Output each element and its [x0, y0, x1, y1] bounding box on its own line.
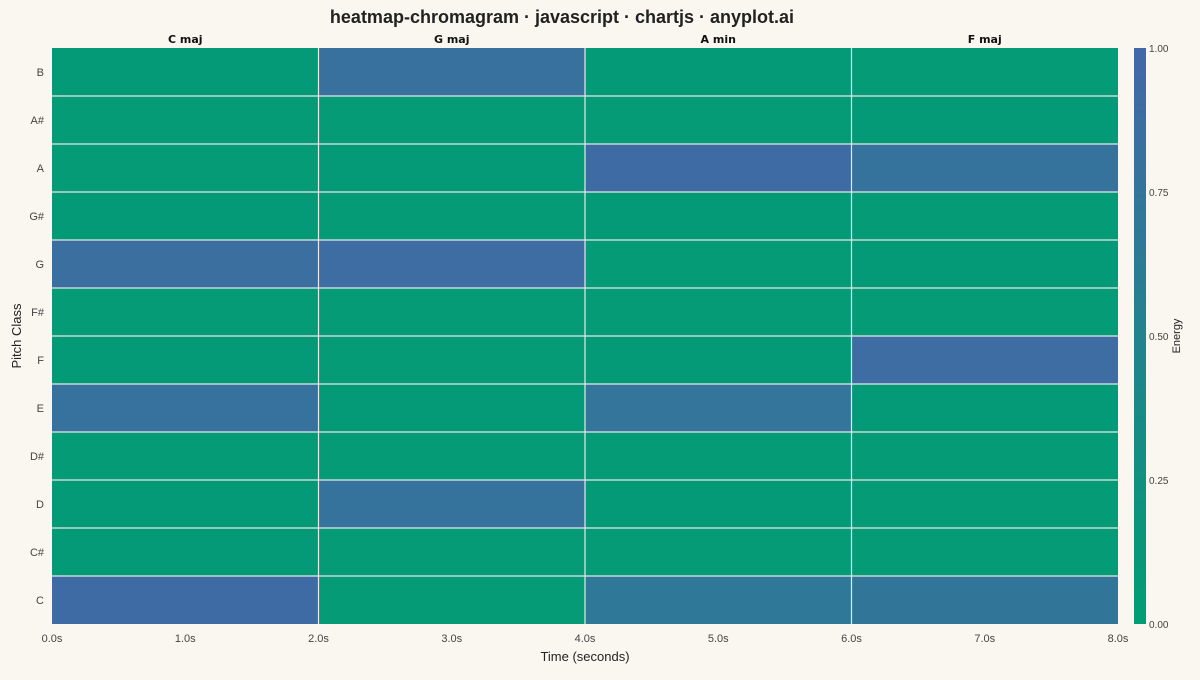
y-tick-label: D#	[30, 451, 45, 463]
x-tick-label: 6.0s	[841, 633, 862, 645]
y-tick-label: B	[37, 67, 44, 79]
y-tick-label: C#	[30, 547, 45, 559]
heatmap-cell-c-maj-c	[52, 576, 319, 624]
heatmap-cell-a-min-csharp	[585, 528, 852, 576]
heatmap-cell-f-maj-f	[851, 336, 1118, 384]
chart-title: heatmap-chromagram · javascript · chartj…	[330, 7, 794, 27]
heatmap-cell-c-maj-g	[52, 240, 319, 288]
colorbar-tick-label: 1.00	[1149, 44, 1169, 55]
x-axis-label: Time (seconds)	[540, 649, 629, 664]
x-tick-label: 5.0s	[708, 633, 729, 645]
colorbar-ticks: 0.00 0.25 0.50 0.75 1.00	[1149, 44, 1169, 631]
heatmap-cell-g-maj-d	[318, 480, 585, 528]
x-tick-label: 8.0s	[1108, 633, 1129, 645]
heatmap-cell-a-min-f	[585, 336, 852, 384]
heatmap-cell-c-maj-dsharp	[52, 432, 319, 480]
y-axis-ticks: C C# D D# E F F# G G# A A# B	[29, 67, 45, 607]
heatmap-cell-a-min-fsharp	[585, 288, 852, 336]
heatmap-cell-a-min-dsharp	[585, 432, 852, 480]
x-tick-label: 4.0s	[575, 633, 596, 645]
chord-label: A min	[701, 33, 736, 46]
heatmap-cell-f-maj-fsharp	[851, 288, 1118, 336]
y-tick-label: F#	[31, 307, 45, 319]
heatmap-cell-a-min-e	[585, 384, 852, 432]
x-tick-label: 2.0s	[308, 633, 329, 645]
heatmap-cell-f-maj-a	[851, 144, 1118, 192]
heatmap-cell-g-maj-csharp	[318, 528, 585, 576]
chord-label: F maj	[968, 33, 1002, 46]
heatmap-cell-g-maj-a	[318, 144, 585, 192]
heatmap-cell-g-maj-asharp	[318, 96, 585, 144]
y-tick-label: G	[35, 259, 44, 271]
heatmap-cell-a-min-g	[585, 240, 852, 288]
heatmap-cell-c-maj-fsharp	[52, 288, 319, 336]
heatmap-cell-a-min-b	[585, 48, 852, 96]
heatmap-cell-c-maj-e	[52, 384, 319, 432]
y-tick-label: F	[37, 355, 44, 367]
heatmap-cell-c-maj-b	[52, 48, 319, 96]
grid-lines	[52, 48, 1118, 624]
heatmap-cell-f-maj-dsharp	[851, 432, 1118, 480]
heatmap-cell-g-maj-gsharp	[318, 192, 585, 240]
heatmap-cells	[52, 48, 1118, 624]
y-tick-label: A#	[31, 115, 45, 127]
colorbar-tick-label: 0.25	[1149, 476, 1169, 487]
heatmap-cell-g-maj-fsharp	[318, 288, 585, 336]
chord-label: G maj	[434, 33, 470, 46]
colorbar-label: Energy	[1171, 318, 1183, 353]
heatmap-cell-f-maj-b	[851, 48, 1118, 96]
y-tick-label: G#	[29, 211, 45, 223]
heatmap-cell-c-maj-csharp	[52, 528, 319, 576]
y-tick-label: E	[37, 403, 44, 415]
y-axis-label: Pitch Class	[9, 303, 24, 369]
heatmap-cell-g-maj-dsharp	[318, 432, 585, 480]
colorbar-tick-label: 0.50	[1149, 332, 1169, 343]
y-tick-label: A	[37, 163, 45, 175]
colorbar-tick-label: 0.75	[1149, 188, 1169, 199]
heatmap-cell-c-maj-gsharp	[52, 192, 319, 240]
heatmap-cell-a-min-gsharp	[585, 192, 852, 240]
heatmap-cell-f-maj-c	[851, 576, 1118, 624]
x-tick-label: 1.0s	[175, 633, 196, 645]
heatmap-cell-f-maj-d	[851, 480, 1118, 528]
heatmap-cell-g-maj-f	[318, 336, 585, 384]
heatmap-cell-g-maj-c	[318, 576, 585, 624]
heatmap-cell-c-maj-asharp	[52, 96, 319, 144]
heatmap-cell-a-min-a	[585, 144, 852, 192]
heatmap-cell-f-maj-gsharp	[851, 192, 1118, 240]
colorbar-tick-label: 0.00	[1149, 620, 1169, 631]
y-tick-label: C	[36, 595, 44, 607]
colorbar	[1134, 48, 1146, 624]
heatmap-cell-g-maj-g	[318, 240, 585, 288]
heatmap-cell-f-maj-asharp	[851, 96, 1118, 144]
heatmap-cell-a-min-c	[585, 576, 852, 624]
y-tick-label: D	[36, 499, 44, 511]
heatmap-cell-f-maj-csharp	[851, 528, 1118, 576]
x-tick-label: 7.0s	[974, 633, 995, 645]
chord-labels: C maj G maj A min F maj	[168, 33, 1002, 46]
chord-label: C maj	[168, 33, 203, 46]
x-tick-label: 3.0s	[441, 633, 462, 645]
heatmap-cell-c-maj-f	[52, 336, 319, 384]
heatmap-cell-g-maj-b	[318, 48, 585, 96]
heatmap-cell-f-maj-g	[851, 240, 1118, 288]
heatmap-cell-c-maj-a	[52, 144, 319, 192]
heatmap-cell-a-min-d	[585, 480, 852, 528]
x-axis-ticks: 0.0s 1.0s 2.0s 3.0s 4.0s 5.0s 6.0s 7.0s 8.0s	[42, 633, 1129, 645]
heatmap-cell-f-maj-e	[851, 384, 1118, 432]
x-tick-label: 0.0s	[42, 633, 63, 645]
heatmap-cell-c-maj-d	[52, 480, 319, 528]
heatmap-cell-g-maj-e	[318, 384, 585, 432]
heatmap-cell-a-min-asharp	[585, 96, 852, 144]
